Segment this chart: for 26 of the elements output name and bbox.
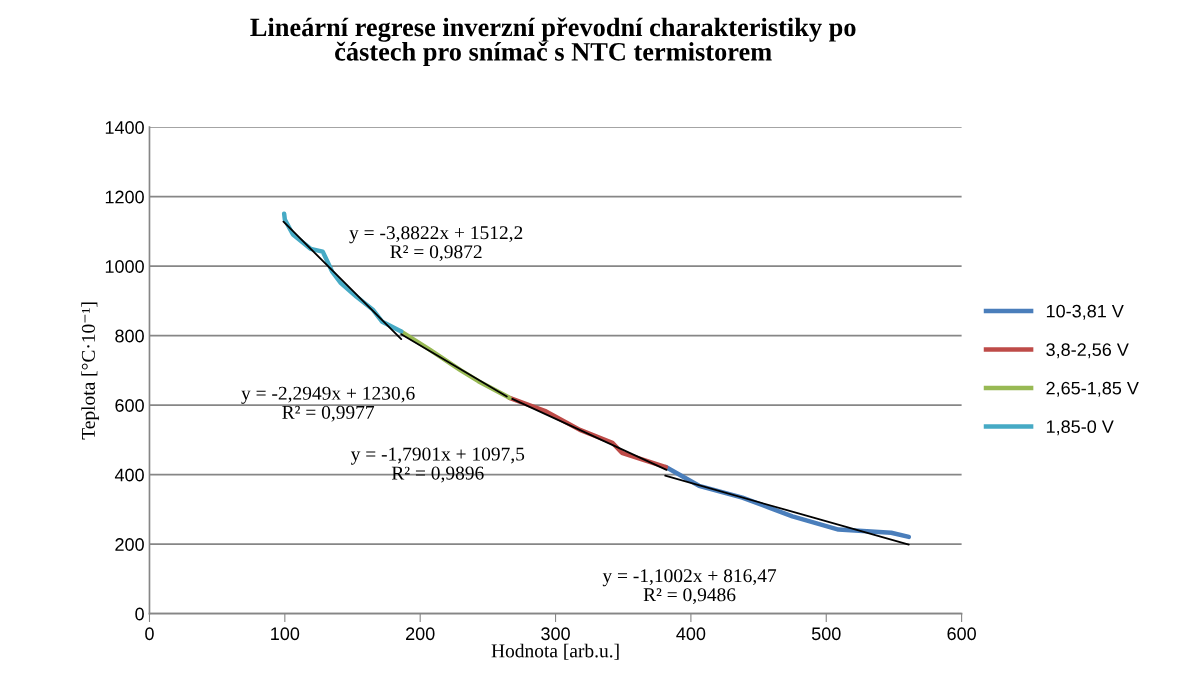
x-tick-label: 600 — [947, 627, 976, 641]
x-axis-title: Hodnota [arb.u.] — [491, 643, 619, 660]
legend-label: 1,85-0 V — [1046, 420, 1114, 436]
legend-label: 3,8-2,56 V — [1046, 343, 1129, 359]
x-tick-label: 300 — [541, 627, 570, 641]
y-tick-label: 1200 — [105, 190, 144, 204]
annotation: y = -2,2949x + 1230,6 R² = 0,9977 — [241, 386, 415, 422]
y-tick-label: 1400 — [105, 121, 144, 134]
y-tick-label: 800 — [115, 329, 144, 343]
y-tick-label: 1000 — [105, 260, 144, 273]
annotation: y = -3,8822x + 1512,2 R² = 0,9872 — [349, 226, 523, 262]
y-axis-title: Teplota [°C·10⁻¹] — [81, 302, 99, 440]
x-tick-label: 0 — [145, 627, 154, 641]
x-tick-label: 400 — [676, 627, 706, 641]
y-tick-label: 400 — [114, 468, 144, 482]
annotation: y = -1,7901x + 1097,5 R² = 0,9896 — [350, 447, 525, 483]
y-tick-label: 200 — [115, 538, 144, 551]
annotation: y = -1,1002x + 816,47 R² = 0,9486 — [602, 569, 777, 605]
y-tick-label: 0 — [135, 607, 144, 621]
legend-label: 10-3,81 V — [1046, 304, 1124, 320]
legend-label: 2,65-1,85 V — [1046, 381, 1139, 397]
x-tick-label: 100 — [271, 627, 300, 641]
chart-title: Lineární regrese inverzní převodní charakteristiky po částech pro snímač s NTC termistorem — [250, 17, 856, 67]
x-tick-label: 500 — [811, 627, 841, 641]
y-tick-label: 600 — [115, 399, 144, 412]
x-tick-label: 200 — [406, 627, 435, 641]
